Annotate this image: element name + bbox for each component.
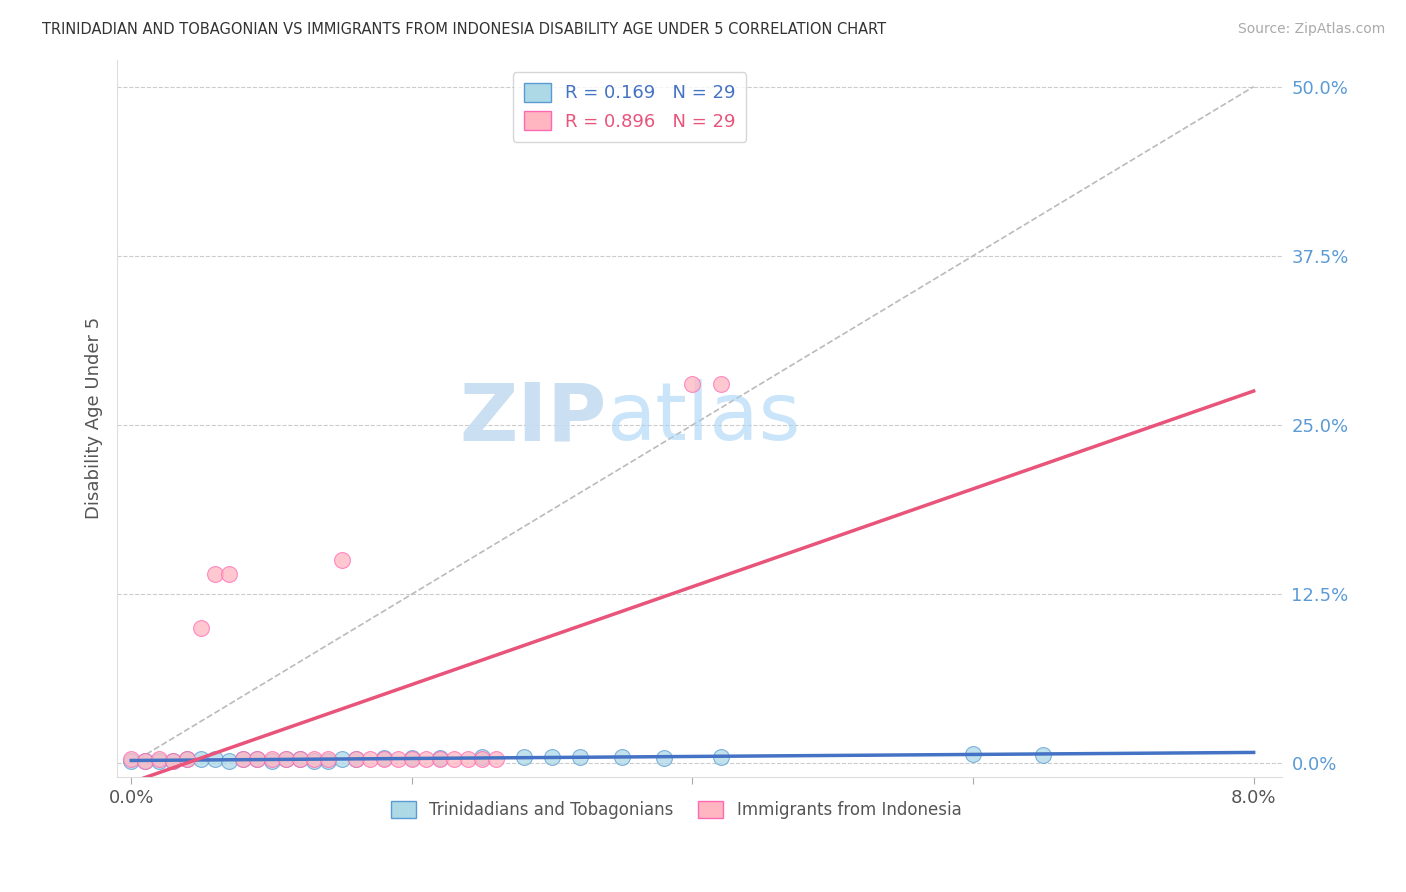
Point (134, 754, 156, 768)
Point (373, 752, 395, 766)
Point (148, 754, 170, 768)
Point (401, 751, 423, 765)
Point (429, 751, 451, 765)
Point (612, 749, 634, 764)
Point (316, 754, 339, 768)
Point (387, 752, 409, 766)
Point (359, 752, 381, 766)
Point (288, 752, 311, 766)
Point (218, 754, 240, 768)
Text: atlas: atlas (606, 379, 800, 458)
Point (274, 752, 297, 766)
Point (134, 754, 156, 768)
Point (471, 752, 494, 766)
Point (316, 752, 339, 766)
Point (709, 749, 731, 764)
Y-axis label: Disability Age Under 5: Disability Age Under 5 (86, 318, 103, 519)
Point (330, 553, 353, 567)
Point (457, 752, 479, 766)
Point (302, 754, 325, 768)
Point (260, 752, 283, 766)
Point (176, 752, 198, 766)
Point (962, 747, 984, 761)
Point (681, 377, 703, 392)
Point (176, 752, 198, 766)
Point (569, 749, 592, 764)
Point (232, 752, 254, 766)
Point (330, 752, 353, 766)
Point (288, 752, 311, 766)
Text: TRINIDADIAN AND TOBAGONIAN VS IMMIGRANTS FROM INDONESIA DISABILITY AGE UNDER 5 C: TRINIDADIAN AND TOBAGONIAN VS IMMIGRANTS… (42, 22, 886, 37)
Point (513, 749, 536, 764)
Point (162, 754, 184, 768)
Point (246, 752, 269, 766)
Point (485, 752, 508, 766)
Point (302, 752, 325, 766)
Text: Source: ZipAtlas.com: Source: ZipAtlas.com (1237, 22, 1385, 37)
Point (148, 752, 170, 766)
Point (190, 621, 212, 635)
Point (218, 566, 240, 581)
Point (204, 752, 226, 766)
Point (120, 754, 142, 768)
Point (1032, 748, 1054, 763)
Point (471, 749, 494, 764)
Point (344, 752, 367, 766)
Point (260, 754, 283, 768)
Text: ZIP: ZIP (458, 379, 606, 458)
Point (162, 754, 184, 768)
Point (709, 377, 731, 392)
Legend: Trinidadians and Tobagonians, Immigrants from Indonesia: Trinidadians and Tobagonians, Immigrants… (384, 795, 969, 826)
Point (415, 752, 437, 766)
Point (654, 751, 676, 765)
Point (541, 749, 564, 764)
Point (204, 566, 226, 581)
Point (373, 751, 395, 765)
Point (232, 752, 254, 766)
Point (120, 752, 142, 766)
Point (274, 752, 297, 766)
Point (443, 752, 465, 766)
Point (344, 752, 367, 766)
Point (190, 752, 212, 766)
Point (429, 752, 451, 766)
Point (246, 752, 269, 766)
Point (401, 752, 423, 766)
